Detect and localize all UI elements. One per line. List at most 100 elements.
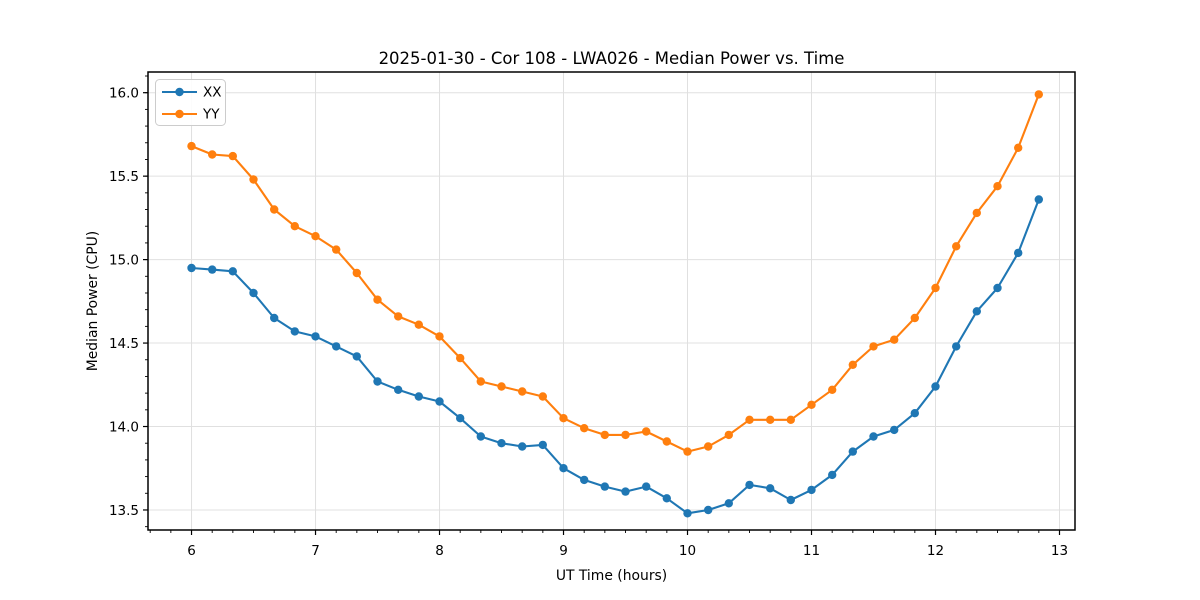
data-point-YY <box>187 141 196 151</box>
y-axis-label: Median Power (CPU) <box>85 231 101 371</box>
x-tick-label: 12 <box>927 543 944 559</box>
data-point-YY <box>1034 90 1044 99</box>
data-point-YY <box>414 320 423 329</box>
series-line-XX <box>191 199 1040 515</box>
data-point-XX <box>869 432 878 441</box>
data-point-XX <box>580 475 589 485</box>
data-point-XX <box>394 385 403 394</box>
data-point-XX <box>642 482 651 491</box>
axes-layer: 6 7 8 9 10 11 12 13 13.5 14.0 14.5 15.0 15.5 16.0 <box>109 71 1076 559</box>
x-tick-label: 11 <box>803 543 820 559</box>
data-point-YY <box>931 283 940 293</box>
series-line-YY <box>191 94 1040 453</box>
data-point-XX <box>559 464 568 473</box>
data-point-YY <box>476 377 485 386</box>
data-point-XX <box>724 499 733 508</box>
data-point-YY <box>621 430 630 440</box>
legend: XX YY <box>155 79 226 126</box>
data-point-YY <box>538 392 547 401</box>
data-point-XX <box>1034 195 1044 204</box>
data-point-YY <box>869 342 878 351</box>
data-point-XX <box>600 482 609 491</box>
data-point-XX <box>828 470 837 480</box>
data-point-XX <box>311 332 320 341</box>
data-point-YY <box>497 382 506 391</box>
data-point-YY <box>580 424 589 433</box>
chart-title: 2025-01-30 - Cor 108 - LWA026 - Median P… <box>379 49 845 68</box>
data-point-YY <box>352 268 361 278</box>
data-point-XX <box>414 392 423 401</box>
data-point-XX <box>972 307 981 316</box>
data-point-XX <box>270 313 279 323</box>
legend-marker <box>175 87 184 97</box>
grid-layer <box>148 72 1075 530</box>
data-point-YY <box>890 335 899 344</box>
data-point-XX <box>518 442 527 451</box>
data-point-YY <box>518 387 527 396</box>
data-point-YY <box>394 312 403 321</box>
data-point-XX <box>373 377 382 386</box>
x-axis-label: UT Time (hours) <box>556 568 667 584</box>
data-point-XX <box>290 327 299 336</box>
data-point-YY <box>332 245 341 254</box>
plot-border <box>147 71 1076 531</box>
y-tick-label: 15.0 <box>109 252 139 268</box>
data-point-YY <box>642 427 651 436</box>
data-point-XX <box>497 439 506 448</box>
x-tick-label: 10 <box>679 543 696 559</box>
data-series-layer <box>187 90 1044 518</box>
data-point-XX <box>807 485 816 495</box>
data-point-YY <box>208 150 217 159</box>
data-point-XX <box>993 283 1002 293</box>
data-point-XX <box>952 342 961 351</box>
data-point-YY <box>952 242 961 251</box>
data-point-YY <box>910 313 919 323</box>
data-point-XX <box>352 352 361 361</box>
data-point-XX <box>890 425 899 435</box>
data-point-YY <box>290 222 299 231</box>
y-tick-label: 14.0 <box>109 419 139 435</box>
y-tick-label: 14.5 <box>109 336 139 352</box>
data-point-XX <box>621 487 630 496</box>
data-point-YY <box>848 360 857 369</box>
data-point-XX <box>228 267 237 276</box>
data-point-YY <box>766 415 775 424</box>
data-point-YY <box>559 414 568 423</box>
data-point-XX <box>538 440 547 450</box>
data-point-YY <box>435 332 444 341</box>
data-point-XX <box>848 447 857 456</box>
data-point-XX <box>662 494 671 503</box>
data-point-YY <box>456 353 465 363</box>
data-point-YY <box>993 182 1002 191</box>
data-point-YY <box>972 208 981 218</box>
y-tick-label: 16.0 <box>109 85 139 101</box>
data-point-YY <box>662 437 671 446</box>
data-point-YY <box>270 205 279 214</box>
data-point-YY <box>828 385 837 394</box>
data-point-YY <box>249 175 258 184</box>
data-point-YY <box>724 430 733 440</box>
data-point-YY <box>683 447 692 456</box>
data-point-XX <box>332 342 341 351</box>
data-point-YY <box>228 151 237 161</box>
data-point-XX <box>208 265 217 274</box>
data-point-YY <box>807 400 816 409</box>
data-point-YY <box>745 415 754 424</box>
data-point-XX <box>766 484 775 493</box>
data-point-XX <box>435 397 444 406</box>
data-point-XX <box>683 509 692 518</box>
data-point-XX <box>249 288 258 298</box>
data-point-XX <box>931 382 940 391</box>
x-tick-label: 9 <box>559 543 568 559</box>
legend-marker <box>175 109 184 119</box>
x-tick-label: 13 <box>1051 543 1068 559</box>
data-point-YY <box>373 295 382 304</box>
data-point-XX <box>1014 248 1023 258</box>
data-point-XX <box>786 495 795 505</box>
x-tick-label: 7 <box>311 543 320 559</box>
x-tick-label: 8 <box>435 543 444 559</box>
x-tick-label: 6 <box>187 543 196 559</box>
y-tick-label: 15.5 <box>109 169 139 185</box>
legend-entry-label: XX <box>203 85 222 101</box>
